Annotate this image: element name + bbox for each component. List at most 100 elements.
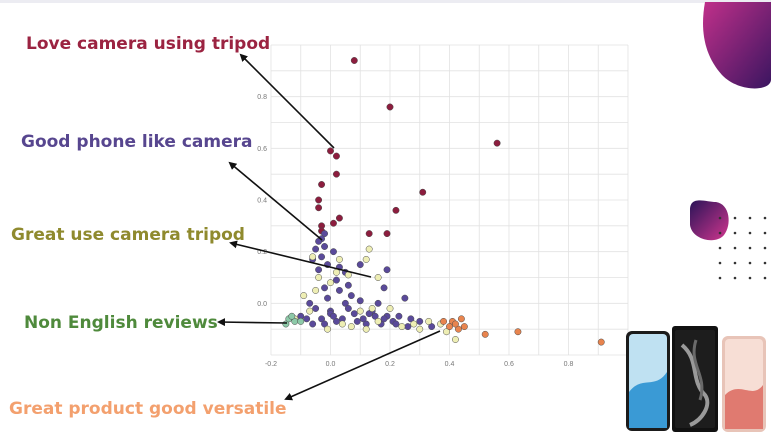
tick-labels: -0.2 0.0 0.2 0.4 0.6 0.8 0.0 0.2 0.4 0.6 0.8 — [257, 94, 573, 368]
data-point-good-phone — [401, 294, 409, 302]
label-great-product: Great product good versatile — [9, 399, 287, 419]
data-point-good-phone — [350, 310, 358, 318]
data-point-good-phone — [333, 317, 340, 325]
x-tick-label: 0.8 — [564, 361, 574, 368]
pattern-dot — [748, 246, 752, 250]
data-point-good-phone — [306, 299, 314, 307]
data-point-good-phone — [321, 284, 328, 292]
x-tick-label: 0.0 — [326, 361, 336, 368]
data-point-good-phone — [344, 281, 352, 289]
data-point-great-use — [386, 305, 394, 312]
data-point-love-camera — [315, 196, 323, 204]
data-point-great-use — [347, 323, 355, 331]
decorative-blob-mid-right — [690, 200, 729, 241]
y-tick-label: 0.0 — [257, 301, 267, 308]
pattern-dot — [733, 246, 737, 250]
y-tick-label: 0.6 — [257, 146, 267, 153]
data-points — [282, 57, 605, 346]
data-point-non-english — [297, 317, 305, 325]
pattern-dot — [733, 261, 737, 265]
data-point-good-phone — [330, 312, 337, 320]
data-point-great-use — [398, 323, 406, 331]
data-point-good-phone — [344, 305, 352, 312]
data-point-great-use — [362, 325, 370, 333]
data-point-good-phone — [312, 245, 320, 253]
decorative-blob-top-right — [703, 2, 771, 89]
x-tick-label: 0.2 — [385, 361, 395, 368]
data-point-good-phone — [321, 230, 328, 238]
data-point-good-phone — [371, 312, 379, 320]
data-point-good-phone — [318, 315, 326, 323]
data-point-great-use — [327, 279, 334, 287]
data-point-good-phone — [321, 320, 328, 328]
arrow-love-camera — [239, 53, 335, 149]
data-point-great-product — [457, 315, 465, 323]
data-point-love-camera — [333, 170, 340, 178]
arrow-great-product — [284, 330, 441, 401]
pattern-dot — [748, 231, 752, 235]
data-point-good-phone — [407, 315, 415, 323]
data-point-good-phone — [383, 266, 391, 274]
pattern-dot — [763, 216, 767, 220]
data-point-love-camera — [318, 181, 326, 188]
pattern-dot — [733, 216, 737, 220]
data-point-good-phone — [374, 299, 382, 307]
data-point-great-use — [443, 328, 450, 336]
label-great-use: Great use camera tripod — [11, 225, 245, 245]
decorative-dot-pattern — [718, 216, 767, 280]
data-point-good-phone — [330, 248, 337, 256]
data-point-great-use — [306, 307, 314, 315]
data-point-great-use — [309, 253, 317, 261]
pattern-dot — [733, 276, 737, 280]
data-point-good-phone — [380, 284, 388, 292]
data-point-great-use — [365, 245, 373, 253]
data-point-love-camera — [365, 230, 373, 238]
data-point-good-phone — [312, 305, 320, 312]
data-point-good-phone — [380, 315, 388, 323]
arrow-great-use — [229, 240, 372, 278]
data-point-great-use — [338, 320, 346, 328]
data-point-great-product — [597, 338, 605, 346]
data-point-great-use — [425, 317, 433, 325]
data-point-good-phone — [303, 315, 311, 323]
data-point-good-phone — [416, 317, 424, 325]
pattern-dot — [733, 231, 737, 235]
data-point-great-use — [300, 292, 308, 300]
pattern-dot — [718, 231, 722, 235]
pattern-dot — [718, 276, 722, 280]
data-point-good-phone — [353, 317, 361, 325]
data-point-great-product — [514, 328, 522, 336]
data-point-great-use — [324, 325, 331, 333]
pattern-dot — [718, 261, 722, 265]
data-point-great-use — [374, 274, 382, 281]
data-point-great-use — [374, 317, 382, 325]
y-tick-label: 0.8 — [257, 94, 267, 101]
data-point-love-camera — [335, 214, 343, 222]
data-point-great-product — [460, 323, 468, 331]
arrow-good-phone — [228, 161, 323, 241]
pattern-dot — [748, 216, 752, 220]
data-point-good-phone — [404, 323, 412, 331]
pattern-dot — [763, 261, 767, 265]
arrow-non-english — [217, 318, 288, 327]
data-point-love-camera — [327, 147, 334, 155]
data-point-good-phone — [324, 294, 331, 302]
data-point-good-phone — [359, 315, 367, 323]
data-point-love-camera — [330, 219, 337, 227]
data-point-great-use — [416, 325, 424, 333]
data-point-good-phone — [321, 243, 328, 250]
data-point-great-product — [452, 320, 459, 328]
data-point-good-phone — [318, 253, 326, 261]
data-point-love-camera — [315, 204, 323, 212]
data-point-love-camera — [350, 57, 358, 64]
pattern-dot — [763, 246, 767, 250]
data-point-great-product — [481, 330, 489, 338]
data-point-non-english — [288, 312, 296, 320]
data-point-good-phone — [365, 310, 373, 318]
data-point-good-phone — [335, 286, 343, 294]
data-point-great-use — [452, 336, 459, 343]
label-non-english: Non English reviews — [24, 313, 218, 333]
top-strip — [0, 0, 771, 3]
data-point-good-phone — [395, 312, 403, 320]
